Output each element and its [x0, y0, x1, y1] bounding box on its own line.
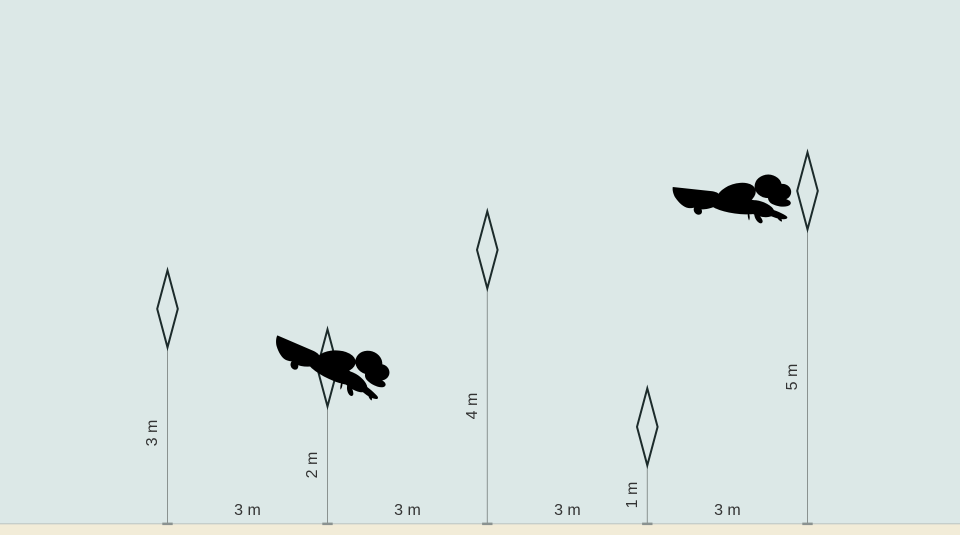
svg-text:3 m: 3 m [234, 502, 261, 519]
svg-text:2 m: 2 m [304, 452, 321, 479]
svg-text:4 m: 4 m [464, 393, 481, 420]
svg-text:3 m: 3 m [714, 502, 741, 519]
svg-text:3 m: 3 m [554, 502, 581, 519]
svg-text:1 m: 1 m [624, 482, 641, 509]
svg-text:3 m: 3 m [394, 502, 421, 519]
svg-text:5 m: 5 m [784, 364, 801, 391]
svg-text:3 m: 3 m [144, 420, 161, 447]
